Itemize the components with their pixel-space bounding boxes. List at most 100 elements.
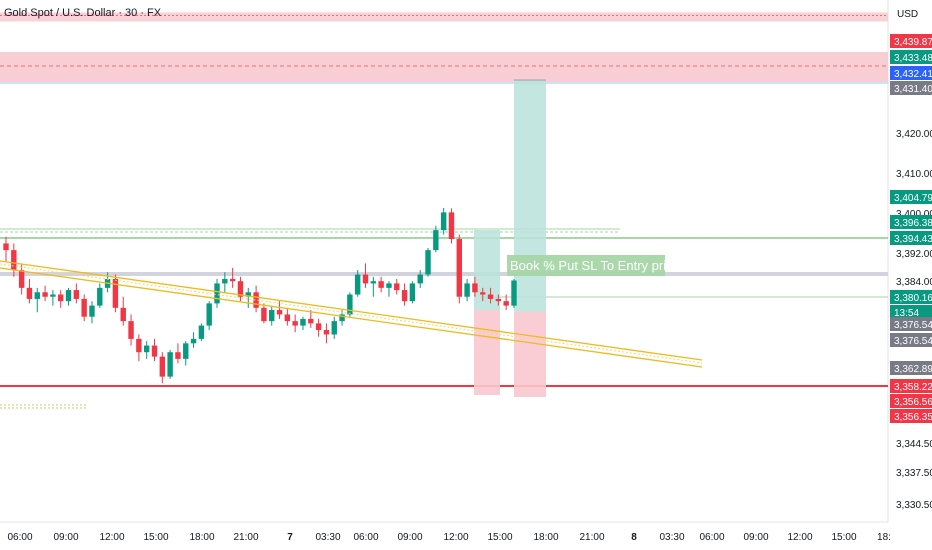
trendline-upper[interactable] xyxy=(0,260,703,361)
symbol-title[interactable]: Gold Spot / U.S. Dollar · 30 · FX xyxy=(4,7,162,19)
candle[interactable] xyxy=(42,292,48,297)
candle[interactable] xyxy=(495,298,502,302)
price-tag[interactable] xyxy=(890,361,932,375)
candle[interactable] xyxy=(339,314,345,322)
resistance-zone[interactable] xyxy=(0,52,888,82)
candle[interactable] xyxy=(269,310,275,322)
candle[interactable] xyxy=(26,287,33,299)
candle[interactable] xyxy=(425,250,431,275)
candle[interactable] xyxy=(120,307,126,322)
candle[interactable] xyxy=(464,283,470,297)
candle[interactable] xyxy=(112,278,119,308)
grey-level-line[interactable] xyxy=(0,272,888,276)
price-tag[interactable] xyxy=(890,231,932,245)
price-tick-label: 3,410.00 xyxy=(896,169,932,180)
candle[interactable] xyxy=(214,283,220,304)
candle[interactable] xyxy=(511,280,517,306)
candle[interactable] xyxy=(370,281,377,284)
price-tag[interactable] xyxy=(890,81,932,95)
candle[interactable] xyxy=(58,294,64,302)
time-tick-label: 06:00 xyxy=(699,532,724,543)
candle[interactable] xyxy=(190,338,197,344)
candle[interactable] xyxy=(300,318,306,326)
candle[interactable] xyxy=(440,212,447,231)
candle[interactable] xyxy=(362,274,369,284)
position-stop-zone-1[interactable] xyxy=(474,310,500,395)
candle[interactable] xyxy=(143,345,150,353)
candle[interactable] xyxy=(284,314,291,322)
candle[interactable] xyxy=(448,212,455,240)
trendline-lower[interactable] xyxy=(0,267,703,368)
candle[interactable] xyxy=(401,290,408,302)
currency-label[interactable]: USD xyxy=(897,9,919,20)
candle[interactable] xyxy=(409,283,416,302)
candle[interactable] xyxy=(128,321,134,339)
candle[interactable] xyxy=(206,303,212,326)
price-tag[interactable] xyxy=(890,215,932,229)
candle[interactable] xyxy=(89,305,95,317)
price-tag[interactable] xyxy=(890,317,932,331)
candle[interactable] xyxy=(480,292,486,295)
candle[interactable] xyxy=(323,330,330,335)
time-tick-label: 12:00 xyxy=(99,532,124,543)
candle[interactable] xyxy=(276,310,283,315)
price-tag[interactable] xyxy=(890,394,932,408)
candle[interactable] xyxy=(331,321,337,335)
candle[interactable] xyxy=(378,281,384,288)
price-tag[interactable] xyxy=(890,290,932,304)
price-tag-label: 3,432.41 xyxy=(894,69,932,80)
price-tag[interactable] xyxy=(890,34,932,48)
candle[interactable] xyxy=(97,287,103,306)
candle[interactable] xyxy=(65,290,72,302)
candle[interactable] xyxy=(198,325,205,339)
price-tag-label: 3,376.54 xyxy=(894,336,932,347)
candle[interactable] xyxy=(503,301,509,306)
candle[interactable] xyxy=(159,356,166,377)
candle[interactable] xyxy=(229,278,236,282)
candle[interactable] xyxy=(456,239,462,297)
price-tag[interactable] xyxy=(890,50,932,64)
candle[interactable] xyxy=(175,352,181,359)
price-tag[interactable] xyxy=(890,379,932,393)
price-tag[interactable] xyxy=(890,409,932,423)
candle[interactable] xyxy=(417,274,423,284)
candle[interactable] xyxy=(183,343,189,359)
candle[interactable] xyxy=(237,281,244,297)
candle[interactable] xyxy=(34,292,40,299)
candle[interactable] xyxy=(315,323,322,331)
position-stop-zone-2[interactable] xyxy=(514,312,546,397)
candle[interactable] xyxy=(50,294,56,297)
candle[interactable] xyxy=(81,298,87,317)
candle[interactable] xyxy=(222,278,228,284)
candle[interactable] xyxy=(18,270,25,288)
candle[interactable] xyxy=(394,283,400,291)
resistance-top-zone[interactable] xyxy=(0,12,888,22)
candle[interactable] xyxy=(433,230,439,251)
price-tag[interactable] xyxy=(890,190,932,204)
price-tag[interactable] xyxy=(890,305,932,319)
position-target-zone-2[interactable] xyxy=(514,80,546,312)
candle[interactable] xyxy=(151,345,158,357)
time-tick-label: 18: xyxy=(877,532,891,543)
candle[interactable] xyxy=(167,352,173,377)
price-tag[interactable] xyxy=(890,333,932,347)
candle[interactable] xyxy=(292,321,298,326)
candle[interactable] xyxy=(136,338,142,353)
candle[interactable] xyxy=(73,290,80,299)
candle[interactable] xyxy=(308,318,314,324)
candle[interactable] xyxy=(487,294,494,299)
candle[interactable] xyxy=(3,243,9,251)
candle[interactable] xyxy=(261,307,267,322)
annotation-box[interactable] xyxy=(507,255,665,276)
candle[interactable] xyxy=(11,250,17,271)
position-target-zone-1[interactable] xyxy=(474,230,500,310)
candle[interactable] xyxy=(253,292,259,308)
candle[interactable] xyxy=(347,294,353,315)
candle[interactable] xyxy=(245,292,251,297)
price-tag-label: 3,394.43 xyxy=(894,234,932,245)
candle[interactable] xyxy=(386,283,392,288)
price-tag[interactable] xyxy=(890,66,932,80)
candle[interactable] xyxy=(472,283,478,293)
candle[interactable] xyxy=(354,274,361,295)
